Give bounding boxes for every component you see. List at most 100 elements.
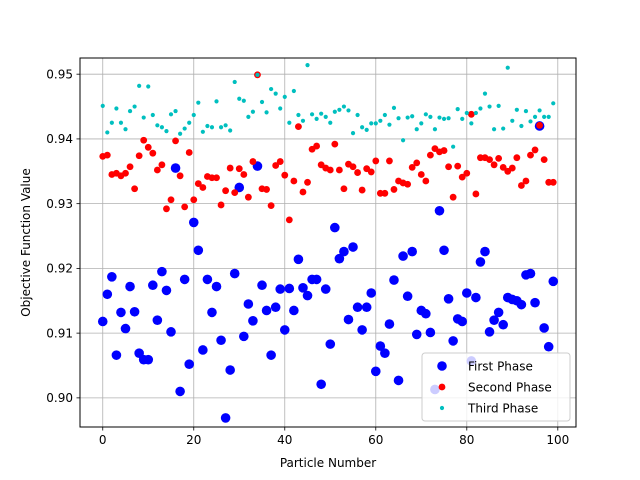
data-point xyxy=(319,111,324,116)
data-point xyxy=(527,151,534,159)
data-point xyxy=(326,166,334,174)
data-point xyxy=(514,107,519,112)
data-point xyxy=(272,162,280,169)
data-point xyxy=(548,276,559,287)
data-point xyxy=(284,283,295,294)
data-point xyxy=(478,106,483,111)
data-point xyxy=(505,65,510,70)
data-point xyxy=(460,116,465,121)
data-point xyxy=(341,104,347,109)
legend-label: First Phase xyxy=(468,360,533,374)
data-point xyxy=(173,108,178,114)
x-tick-label: 100 xyxy=(546,433,569,447)
data-point xyxy=(291,88,296,94)
data-point xyxy=(364,127,369,132)
data-point xyxy=(249,158,257,165)
legend-box xyxy=(421,352,571,422)
data-point xyxy=(126,163,134,171)
data-point xyxy=(313,142,321,150)
data-point xyxy=(167,196,175,204)
data-point xyxy=(493,307,504,318)
data-point xyxy=(448,336,458,346)
data-point xyxy=(467,110,475,118)
data-point xyxy=(495,154,503,162)
data-point xyxy=(513,154,521,162)
data-point xyxy=(369,121,374,126)
data-point xyxy=(455,107,460,112)
data-point xyxy=(135,152,143,160)
data-point xyxy=(155,123,160,128)
data-point xyxy=(346,108,351,113)
data-point xyxy=(446,116,451,121)
data-point xyxy=(140,136,148,144)
data-point xyxy=(148,280,158,291)
data-point xyxy=(432,127,438,132)
data-point xyxy=(198,345,208,355)
data-point xyxy=(218,125,224,130)
data-point xyxy=(114,106,119,111)
data-point xyxy=(372,157,380,165)
data-point xyxy=(176,172,184,180)
data-point xyxy=(389,275,399,285)
data-point xyxy=(517,182,525,189)
y-tick-label: 0.94 xyxy=(46,132,73,146)
data-point xyxy=(391,105,397,110)
data-point xyxy=(510,118,515,123)
data-point xyxy=(228,128,233,133)
data-point xyxy=(352,302,363,313)
data-point xyxy=(109,120,114,125)
data-point xyxy=(259,99,265,105)
data-point xyxy=(354,169,361,176)
data-point xyxy=(125,281,135,292)
data-point xyxy=(472,190,480,198)
y-tick-label: 0.91 xyxy=(46,326,73,340)
data-point xyxy=(410,114,415,119)
data-point xyxy=(357,325,367,335)
data-point xyxy=(539,323,549,333)
x-tick-label: 20 xyxy=(186,433,201,447)
data-point xyxy=(149,149,157,157)
data-point xyxy=(384,319,395,329)
data-point xyxy=(480,246,490,257)
data-point xyxy=(255,72,260,77)
data-point xyxy=(360,125,365,130)
data-point xyxy=(191,112,196,118)
data-point xyxy=(281,171,289,179)
data-point xyxy=(143,354,154,365)
data-point xyxy=(194,180,202,187)
data-point xyxy=(226,164,234,172)
x-tick-label: 0 xyxy=(99,433,107,447)
data-point xyxy=(508,164,516,172)
data-point xyxy=(414,127,419,132)
data-point xyxy=(102,289,113,300)
data-point xyxy=(426,151,434,159)
data-point xyxy=(276,158,284,165)
data-point xyxy=(111,350,122,360)
data-point xyxy=(289,305,299,316)
data-point xyxy=(275,284,286,294)
data-point xyxy=(423,112,428,117)
data-point xyxy=(267,202,275,210)
data-point xyxy=(382,112,387,118)
data-point xyxy=(393,375,404,386)
data-point xyxy=(278,106,283,111)
data-point xyxy=(220,413,231,423)
data-point xyxy=(237,96,242,101)
data-point xyxy=(487,104,492,109)
data-point xyxy=(404,180,412,188)
data-point xyxy=(157,266,167,277)
data-point xyxy=(243,299,254,309)
data-point xyxy=(257,280,267,291)
data-point xyxy=(536,121,543,129)
data-point xyxy=(175,386,185,397)
data-point xyxy=(375,341,386,351)
data-point xyxy=(293,254,304,265)
data-point xyxy=(199,184,207,191)
x-axis-label: Particle Number xyxy=(280,456,376,470)
data-point xyxy=(439,245,449,256)
data-point xyxy=(330,222,340,233)
data-point xyxy=(161,285,172,296)
data-point xyxy=(440,147,448,154)
data-point xyxy=(234,182,245,193)
